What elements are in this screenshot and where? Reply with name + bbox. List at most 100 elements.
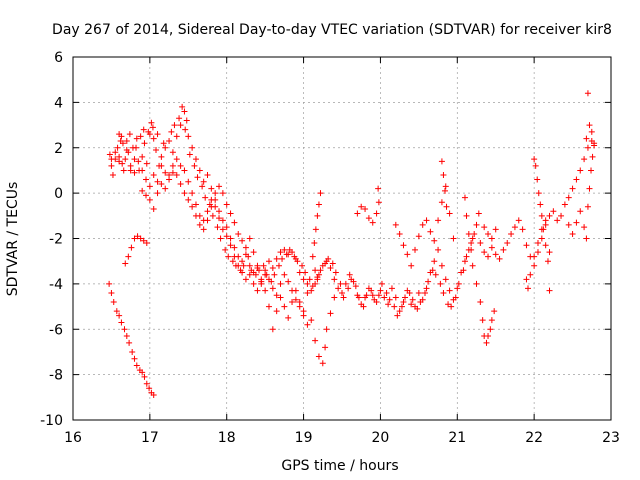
data-point bbox=[477, 240, 484, 247]
data-point bbox=[275, 262, 282, 269]
data-point bbox=[404, 251, 411, 258]
data-point bbox=[227, 210, 234, 217]
data-point bbox=[254, 287, 261, 294]
data-point bbox=[263, 271, 270, 278]
data-point bbox=[378, 280, 385, 287]
data-point bbox=[584, 90, 591, 97]
data-point bbox=[281, 246, 288, 253]
x-axis-label: GPS time / hours bbox=[281, 458, 398, 474]
data-point bbox=[296, 303, 303, 310]
data-point bbox=[331, 294, 338, 301]
data-point bbox=[255, 267, 262, 274]
data-point bbox=[173, 156, 180, 163]
data-point bbox=[438, 158, 445, 165]
data-point bbox=[422, 289, 429, 296]
data-point bbox=[248, 267, 255, 274]
data-point bbox=[448, 303, 455, 310]
data-point bbox=[245, 253, 252, 260]
data-point bbox=[437, 280, 444, 287]
data-point bbox=[173, 133, 180, 140]
data-point bbox=[445, 301, 452, 308]
data-point bbox=[573, 219, 580, 226]
data-point bbox=[317, 190, 324, 197]
data-point bbox=[219, 217, 226, 224]
data-point bbox=[483, 339, 490, 346]
data-point bbox=[342, 280, 349, 287]
y-tick-label: -4 bbox=[49, 277, 63, 293]
data-point bbox=[177, 122, 184, 129]
data-point bbox=[392, 294, 399, 301]
data-point bbox=[383, 289, 390, 296]
data-point bbox=[565, 194, 572, 201]
data-point bbox=[527, 271, 534, 278]
data-point bbox=[432, 271, 439, 278]
data-point bbox=[120, 167, 127, 174]
data-point bbox=[369, 292, 376, 299]
data-point bbox=[492, 251, 499, 258]
data-point bbox=[219, 226, 226, 233]
data-point bbox=[584, 203, 591, 210]
data-point bbox=[304, 321, 311, 328]
data-point bbox=[431, 258, 438, 265]
data-point bbox=[227, 242, 234, 249]
data-point bbox=[108, 156, 115, 163]
data-point bbox=[412, 246, 419, 253]
data-point bbox=[396, 308, 403, 315]
data-point bbox=[565, 221, 572, 228]
data-point bbox=[377, 287, 384, 294]
y-axis-label: SDTVAR / TECUs bbox=[5, 182, 21, 297]
data-point bbox=[312, 226, 319, 233]
data-point bbox=[133, 362, 140, 369]
data-point bbox=[126, 339, 133, 346]
x-tick-label: 20 bbox=[372, 430, 390, 446]
data-point bbox=[352, 283, 359, 290]
data-point bbox=[141, 140, 148, 147]
data-point bbox=[208, 196, 215, 203]
data-point bbox=[143, 176, 150, 183]
data-point bbox=[237, 267, 244, 274]
data-point bbox=[345, 285, 352, 292]
data-point bbox=[485, 230, 492, 237]
data-point bbox=[369, 219, 376, 226]
data-point bbox=[242, 276, 249, 283]
data-point bbox=[581, 224, 588, 231]
data-point bbox=[204, 208, 211, 215]
data-point bbox=[544, 258, 551, 265]
data-point bbox=[250, 280, 257, 287]
data-point bbox=[109, 171, 116, 178]
data-point bbox=[110, 299, 117, 306]
data-point bbox=[131, 169, 138, 176]
data-point bbox=[332, 269, 339, 276]
data-point bbox=[177, 181, 184, 188]
data-point bbox=[538, 235, 545, 242]
data-point bbox=[146, 183, 153, 190]
data-point bbox=[186, 151, 193, 158]
data-point bbox=[273, 308, 280, 315]
data-point bbox=[408, 301, 415, 308]
data-point bbox=[129, 348, 136, 355]
data-point bbox=[171, 122, 178, 129]
data-point bbox=[262, 287, 269, 294]
data-point bbox=[143, 192, 150, 199]
data-point bbox=[148, 119, 155, 126]
data-point bbox=[225, 253, 232, 260]
data-point bbox=[185, 196, 192, 203]
data-point bbox=[196, 167, 203, 174]
data-point bbox=[139, 153, 146, 160]
data-point bbox=[348, 276, 355, 283]
data-point bbox=[443, 203, 450, 210]
data-point bbox=[235, 230, 242, 237]
data-point bbox=[440, 289, 447, 296]
data-point bbox=[196, 212, 203, 219]
data-point bbox=[113, 308, 120, 315]
data-point bbox=[463, 253, 470, 260]
data-point bbox=[273, 255, 280, 262]
data-point bbox=[153, 147, 160, 154]
data-point bbox=[123, 333, 130, 340]
data-point bbox=[189, 190, 196, 197]
data-point bbox=[534, 240, 541, 247]
data-point bbox=[371, 296, 378, 303]
data-point bbox=[269, 285, 276, 292]
data-point bbox=[304, 280, 311, 287]
data-point bbox=[154, 178, 161, 185]
